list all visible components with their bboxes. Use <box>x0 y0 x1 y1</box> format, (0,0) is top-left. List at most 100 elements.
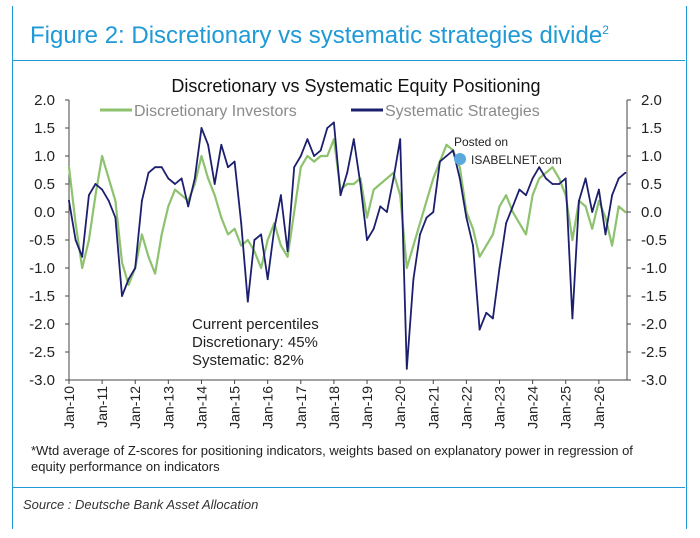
systematic-point <box>485 311 488 314</box>
discretionary-point <box>591 227 594 230</box>
source-divider <box>13 487 685 488</box>
systematic-point <box>154 166 157 169</box>
systematic-point <box>346 171 349 174</box>
discretionary-point <box>147 255 150 258</box>
systematic-point <box>584 177 587 180</box>
discretionary-point <box>604 216 607 219</box>
discretionary-point <box>306 155 309 157</box>
annotation-heading: Current percentiles <box>192 316 319 333</box>
discretionary-point <box>68 166 70 169</box>
y-tick-label-right: -2.0 <box>641 316 667 333</box>
discretionary-point <box>558 177 561 180</box>
discretionary-point <box>551 166 554 169</box>
discretionary-point <box>624 211 627 213</box>
discretionary-point <box>372 188 375 191</box>
discretionary-point <box>180 194 183 197</box>
y-tick-label-right: 1.0 <box>641 148 662 165</box>
y-tick-label-right: 1.5 <box>641 120 662 137</box>
discretionary-point <box>419 222 421 225</box>
x-tick-label: Jan-16 <box>260 386 276 429</box>
discretionary-point <box>379 183 382 185</box>
figure-title: Figure 2: Discretionary vs systematic st… <box>30 22 609 50</box>
systematic-point <box>180 177 183 180</box>
systematic-point <box>544 177 547 180</box>
y-tick-label-left: 1.0 <box>34 148 55 165</box>
discretionary-point <box>313 160 315 163</box>
discretionary-point <box>584 205 587 208</box>
discretionary-point <box>299 166 302 169</box>
systematic-point <box>525 194 527 197</box>
systematic-point <box>392 177 395 180</box>
systematic-point <box>591 211 594 213</box>
figure-title-text: Figure 2: Discretionary vs systematic st… <box>30 22 603 49</box>
discretionary-point <box>319 155 322 157</box>
systematic-point <box>419 233 421 236</box>
discretionary-point <box>611 244 613 247</box>
systematic-point <box>452 149 455 152</box>
x-tick-label: Jan-14 <box>193 386 209 429</box>
systematic-point <box>187 205 190 208</box>
systematic-point <box>405 367 408 370</box>
systematic-point <box>306 138 309 141</box>
discretionary-point <box>458 166 461 169</box>
discretionary-point <box>617 205 620 208</box>
systematic-point <box>140 199 143 202</box>
y-tick-label-right: -0.5 <box>641 232 667 249</box>
systematic-point <box>425 216 428 219</box>
discretionary-point <box>352 183 355 185</box>
discretionary-point <box>333 138 335 141</box>
y-tick-label-left: 0.5 <box>34 176 55 193</box>
systematic-point <box>511 205 514 208</box>
x-tick-label: Jan-12 <box>127 386 143 429</box>
discretionary-point <box>326 155 329 157</box>
systematic-point <box>538 166 541 169</box>
y-tick-label-left: 2.0 <box>34 92 55 109</box>
discretionary-point <box>286 255 289 258</box>
systematic-point <box>68 199 70 202</box>
systematic-point <box>299 155 302 157</box>
systematic-point <box>465 216 468 219</box>
discretionary-point <box>518 222 521 225</box>
systematic-point <box>207 143 209 146</box>
systematic-point <box>611 194 613 197</box>
systematic-point <box>200 127 203 129</box>
figure-frame <box>12 6 687 529</box>
x-tick-label: Jan-10 <box>61 386 77 429</box>
systematic-point <box>326 127 329 129</box>
discretionary-point <box>87 239 90 241</box>
systematic-point <box>319 149 322 152</box>
discretionary-point <box>399 194 402 197</box>
x-tick-label: Jan-15 <box>227 386 243 429</box>
systematic-point <box>94 183 97 185</box>
x-tick-label: Jan-21 <box>425 386 441 429</box>
systematic-point <box>531 177 534 180</box>
chart: Discretionary vs Systematic Equity Posit… <box>29 76 667 429</box>
discretionary-point <box>207 177 209 180</box>
legend-label-systematic: Systematic Strategies <box>385 103 540 120</box>
x-tick-label: Jan-17 <box>293 386 309 429</box>
systematic-point <box>624 171 627 174</box>
systematic-point <box>359 183 362 185</box>
systematic-point <box>147 171 150 174</box>
discretionary-point <box>485 244 488 247</box>
y-tick-label-left: -0.5 <box>29 232 55 249</box>
systematic-point <box>617 177 620 180</box>
figure-title-footnote-mark: 2 <box>602 23 609 37</box>
discretionary-point <box>213 194 216 197</box>
systematic-point <box>339 194 342 197</box>
systematic-point <box>220 143 223 146</box>
x-tick-label: Jan-13 <box>160 386 176 429</box>
systematic-point <box>193 177 196 180</box>
systematic-point <box>174 183 176 185</box>
systematic-point <box>597 188 600 191</box>
systematic-point <box>246 300 249 303</box>
x-tick-label: Jan-18 <box>326 386 342 429</box>
systematic-point <box>478 328 481 331</box>
systematic-point <box>379 205 382 208</box>
discretionary-point <box>101 155 104 157</box>
discretionary-point <box>227 233 229 236</box>
discretionary-point <box>425 199 428 202</box>
systematic-point <box>472 244 474 247</box>
discretionary-point <box>386 177 388 180</box>
discretionary-point <box>597 199 600 202</box>
